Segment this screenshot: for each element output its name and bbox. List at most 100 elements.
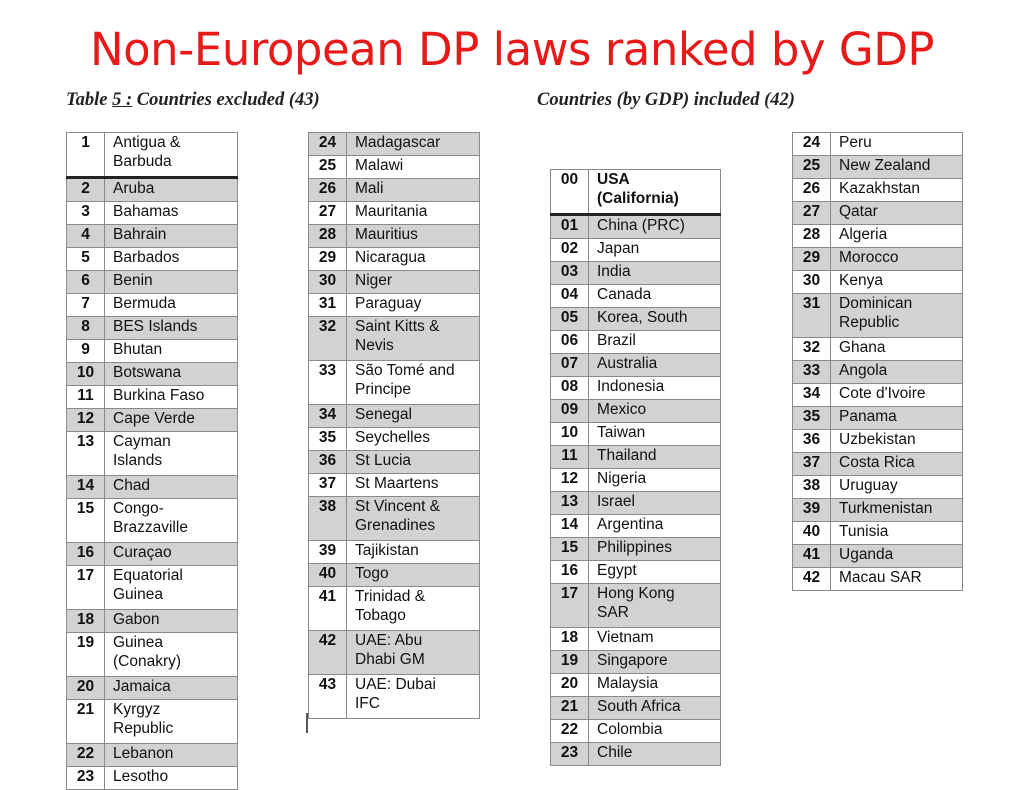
row-number: 36 bbox=[308, 450, 347, 474]
excluded-heading-suffix: Countries excluded (43) bbox=[132, 90, 320, 110]
table-row: 25 Malawi bbox=[308, 155, 480, 179]
table-row: 42 UAE: Abu Dhabi GM bbox=[308, 630, 480, 675]
row-number: 18 bbox=[66, 609, 105, 633]
table-row: 24 Madagascar bbox=[308, 132, 480, 156]
country-name: Senegal bbox=[346, 404, 480, 428]
row-number: 37 bbox=[308, 473, 347, 497]
table-row: 35 Seychelles bbox=[308, 427, 480, 451]
country-name: Egypt bbox=[588, 560, 721, 584]
table-row: 03 India bbox=[550, 261, 721, 285]
country-name: Equatorial Guinea bbox=[104, 565, 238, 610]
table-row: 2 Aruba bbox=[66, 177, 238, 202]
table-row: 15 Philippines bbox=[550, 537, 721, 561]
table-row: 34 Senegal bbox=[308, 404, 480, 428]
row-number: 16 bbox=[550, 560, 589, 584]
row-number: 4 bbox=[66, 224, 105, 248]
table-row: 28 Mauritius bbox=[308, 224, 480, 248]
row-number: 5 bbox=[66, 247, 105, 271]
country-name: Bahrain bbox=[104, 224, 238, 248]
table-row: 37 Costa Rica bbox=[792, 452, 963, 476]
table-row: 17 Equatorial Guinea bbox=[66, 565, 238, 610]
country-name: Argentina bbox=[588, 514, 721, 538]
table-row: 26 Mali bbox=[308, 178, 480, 202]
table-row: 14 Chad bbox=[66, 475, 238, 499]
country-name: Qatar bbox=[830, 201, 963, 225]
table-row: 05 Korea, South bbox=[550, 307, 721, 331]
country-name: Chile bbox=[588, 742, 721, 766]
country-name: Korea, South bbox=[588, 307, 721, 331]
row-number: 27 bbox=[308, 201, 347, 225]
table-row: 16 Egypt bbox=[550, 560, 721, 584]
excluded-table-part-1: 1 Antigua & Barbuda 2 Aruba 3 Bahamas 4 Bahrain… bbox=[66, 132, 238, 790]
row-number: 28 bbox=[308, 224, 347, 248]
table-row: 20 Jamaica bbox=[66, 676, 238, 700]
country-name: São Tomé and Principe bbox=[346, 360, 480, 405]
table-row: 31 Dominican Republic bbox=[792, 293, 963, 338]
country-name: UAE: Dubai IFC bbox=[346, 674, 480, 719]
row-number: 42 bbox=[792, 567, 831, 591]
country-name: Guinea (Conakry) bbox=[104, 632, 238, 677]
country-name: Peru bbox=[830, 132, 963, 156]
table-row: 39 Tajikistan bbox=[308, 540, 480, 564]
country-name: Ghana bbox=[830, 337, 963, 361]
table-row: 1 Antigua & Barbuda bbox=[66, 132, 238, 179]
country-name: New Zealand bbox=[830, 155, 963, 179]
country-name: Vietnam bbox=[588, 627, 721, 651]
row-number: 28 bbox=[792, 224, 831, 248]
table-row: 13 Cayman Islands bbox=[66, 431, 238, 476]
country-name: Singapore bbox=[588, 650, 721, 674]
country-name: Botswana bbox=[104, 362, 238, 386]
country-name: Chad bbox=[104, 475, 238, 499]
country-name: Kazakhstan bbox=[830, 178, 963, 202]
country-name: Dominican Republic bbox=[830, 293, 963, 338]
row-number: 19 bbox=[550, 650, 589, 674]
row-number: 35 bbox=[308, 427, 347, 451]
row-number: 25 bbox=[308, 155, 347, 179]
table-row: 00 USA (California) bbox=[550, 169, 721, 216]
table-row: 30 Niger bbox=[308, 270, 480, 294]
table-row: 19 Singapore bbox=[550, 650, 721, 674]
row-number: 40 bbox=[308, 563, 347, 587]
country-name: Nigeria bbox=[588, 468, 721, 492]
country-name: Malawi bbox=[346, 155, 480, 179]
row-number: 06 bbox=[550, 330, 589, 354]
row-number: 14 bbox=[550, 514, 589, 538]
row-number: 15 bbox=[66, 498, 105, 543]
row-number: 12 bbox=[66, 408, 105, 432]
country-name: Mauritania bbox=[346, 201, 480, 225]
country-name: Gabon bbox=[104, 609, 238, 633]
row-number: 29 bbox=[308, 247, 347, 271]
row-number: 00 bbox=[550, 169, 589, 216]
country-name: Hong Kong SAR bbox=[588, 583, 721, 628]
country-name: Uzbekistan bbox=[830, 429, 963, 453]
table-row: 41 Trinidad & Tobago bbox=[308, 586, 480, 631]
row-number: 04 bbox=[550, 284, 589, 308]
row-number: 26 bbox=[792, 178, 831, 202]
table-row: 43 UAE: Dubai IFC bbox=[308, 674, 480, 719]
row-number: 18 bbox=[550, 627, 589, 651]
country-name: Colombia bbox=[588, 719, 721, 743]
row-number: 23 bbox=[66, 766, 105, 790]
table-row: 04 Canada bbox=[550, 284, 721, 308]
table-row: 8 BES Islands bbox=[66, 316, 238, 340]
row-number: 22 bbox=[66, 743, 105, 767]
table-row: 08 Indonesia bbox=[550, 376, 721, 400]
row-number: 6 bbox=[66, 270, 105, 294]
row-number: 34 bbox=[308, 404, 347, 428]
row-number: 43 bbox=[308, 674, 347, 719]
country-name: Saint Kitts & Nevis bbox=[346, 316, 480, 361]
table-row: 27 Qatar bbox=[792, 201, 963, 225]
row-number: 30 bbox=[792, 270, 831, 294]
row-number: 39 bbox=[308, 540, 347, 564]
row-number: 19 bbox=[66, 632, 105, 677]
table-row: 16 Curaçao bbox=[66, 542, 238, 566]
row-number: 36 bbox=[792, 429, 831, 453]
row-number: 8 bbox=[66, 316, 105, 340]
country-name: Curaçao bbox=[104, 542, 238, 566]
country-name: Cape Verde bbox=[104, 408, 238, 432]
table-row: 22 Colombia bbox=[550, 719, 721, 743]
row-number: 33 bbox=[792, 360, 831, 384]
table-row: 14 Argentina bbox=[550, 514, 721, 538]
row-number: 02 bbox=[550, 238, 589, 262]
row-number: 32 bbox=[792, 337, 831, 361]
